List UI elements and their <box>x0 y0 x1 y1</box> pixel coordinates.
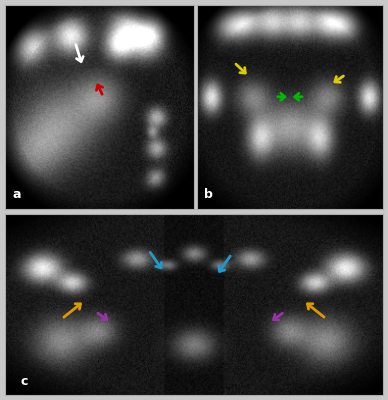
Text: a: a <box>12 188 21 201</box>
Text: b: b <box>204 188 213 201</box>
Text: c: c <box>20 374 28 388</box>
